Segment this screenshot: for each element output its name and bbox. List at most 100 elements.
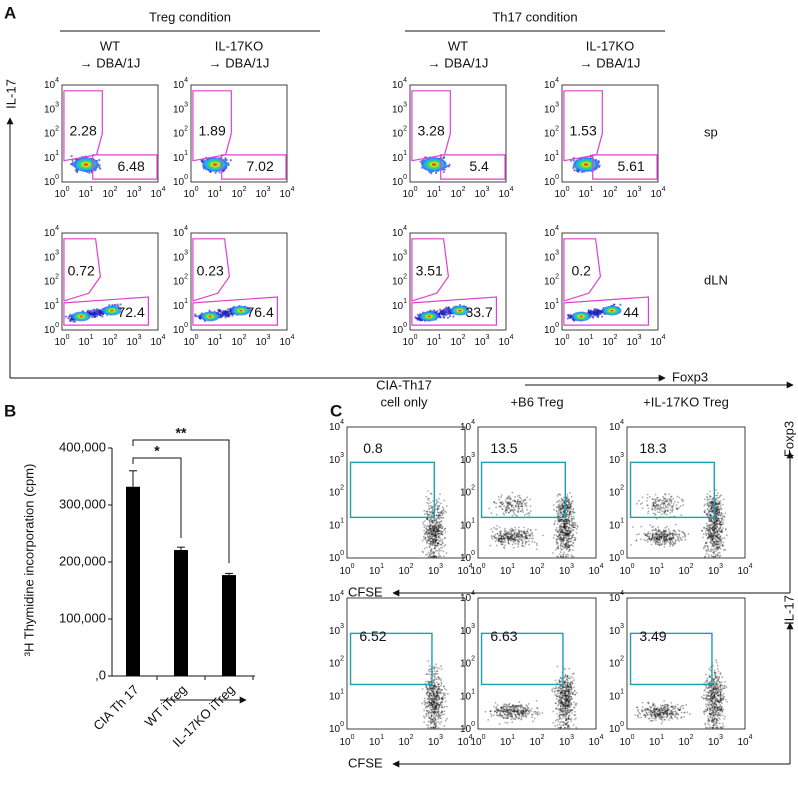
tick-label: 103 [544,249,559,263]
tick-exponent: 3 [570,563,574,570]
cell-dot [522,511,525,513]
cell-dot [568,491,571,494]
significance: * [154,443,160,459]
x-tick-label: CIA Th 17 [90,682,141,733]
x-axis-title: Foxp3 [672,369,708,384]
cell-dot [722,541,725,544]
tick-exponent: 0 [620,550,624,557]
cell-dot [493,501,496,504]
cell-dot [495,538,498,541]
tick-base: 10 [544,128,556,139]
tick-label: 103 [474,334,489,348]
y-tick-label: 300,000 [59,496,106,511]
cell-dot [716,517,719,520]
cell-dot [429,309,432,312]
tick-base: 10 [329,454,341,465]
column-label: → DBA/1J [580,55,641,70]
tick-base: 10 [460,422,472,433]
cell-dot [721,503,724,506]
cell-dot [523,500,525,502]
cell-dot [428,514,431,517]
cell-dot [715,550,717,552]
cell-dot [225,158,228,162]
cell-dot [516,498,519,501]
cell-dot [435,518,437,521]
cell-dot [713,542,716,545]
cell-dot [574,539,576,541]
cell-dot [526,496,528,499]
tick-label: 101 [609,517,624,531]
bar [222,575,236,676]
tick-exponent: 1 [219,334,223,341]
tick-exponent: 3 [340,452,344,459]
cell-dot [705,553,708,556]
cell-dot [423,529,425,532]
tick-base: 10 [529,566,541,577]
gate-value: 44 [623,304,639,320]
cell-dot [92,310,95,313]
cell-dot [490,512,493,514]
tick-label: 100 [470,563,485,577]
column-label: +B6 Treg [510,394,563,409]
tick-base: 10 [544,177,556,188]
cell-dot [722,521,724,524]
cell-dot [561,545,564,547]
row-label: sp [704,124,718,139]
cell-dot [559,518,562,521]
cell-dot [513,512,515,515]
cell-dot [722,544,724,547]
cell-dot [567,501,570,504]
tick-label: 102 [173,125,188,139]
tick-label: 103 [626,334,641,348]
tick-base: 10 [460,487,472,498]
tick-label: 101 [207,334,222,348]
cell-dot [438,554,441,557]
tick-base: 10 [450,337,462,348]
tick-exponent: 2 [114,186,118,193]
tick-label: 102 [44,125,59,139]
tick-label: 100 [544,322,559,336]
tick-exponent: 4 [555,225,559,232]
cell-dot [716,531,719,534]
tick-base: 10 [402,337,414,348]
cell-dot [599,312,603,315]
cell-dot [423,547,426,550]
cell-dot [495,502,498,505]
cell-dot [524,498,527,501]
cell-dot [559,555,562,558]
cell-dot [90,312,94,315]
cell-dot [414,317,418,320]
cell-dot [704,532,707,534]
tick-label: 104 [650,186,665,200]
cell-dot [506,507,509,510]
tick-label: 101 [44,150,59,164]
tick-exponent: 4 [55,77,59,84]
tick-exponent: 0 [195,334,199,341]
cell-dot [663,535,666,538]
cell-dot [424,537,427,539]
tick-exponent: 1 [471,517,475,524]
cell-dot [669,542,671,545]
tick-base: 10 [173,252,185,263]
plot-frame [561,84,659,183]
tick-label: 101 [500,563,515,577]
tick-base: 10 [460,520,472,531]
tick-exponent: 0 [566,334,570,341]
gate [563,90,603,162]
bar [126,486,140,676]
tick-label: 103 [428,563,443,577]
cell-dot [490,536,493,539]
cell-dot [717,552,720,555]
tick-label: 104 [279,186,294,200]
cell-dot [556,555,558,558]
density [79,315,83,318]
cell-dot [195,315,198,318]
cell-dot [568,537,571,540]
cell-dot [654,509,657,512]
tick-label: 103 [609,452,624,466]
cell-dot [565,496,568,499]
cell-dot [436,509,438,511]
tick-label: 104 [737,563,752,577]
cell-dot [713,522,715,525]
cell-dot [528,543,531,546]
